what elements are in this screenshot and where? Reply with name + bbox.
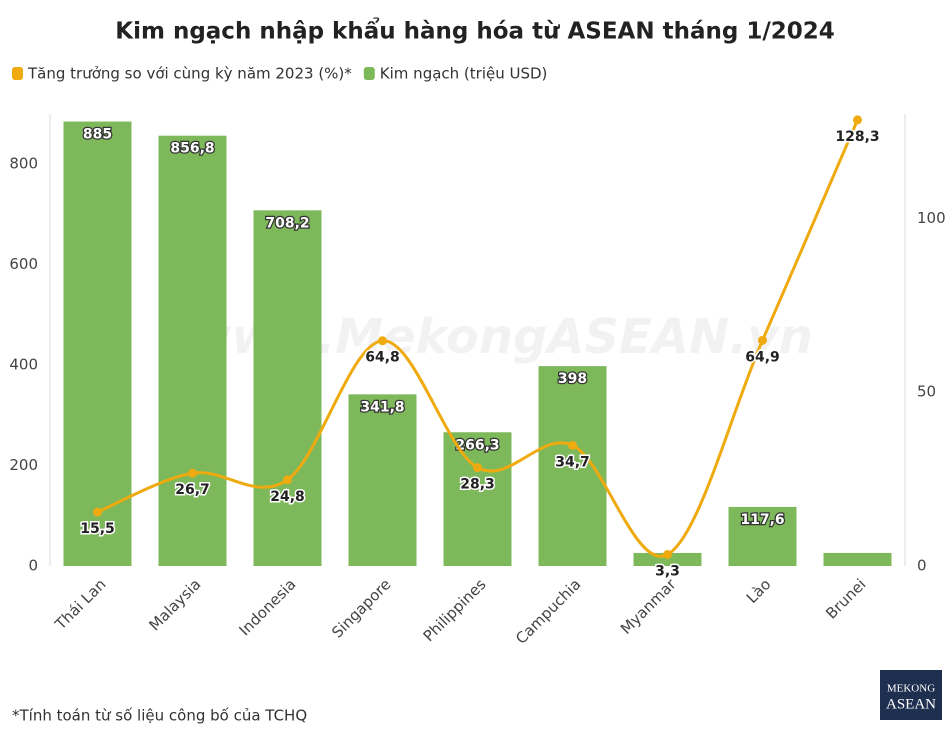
x-tick-label: Campuchia (512, 575, 584, 647)
line-value-label: 15,5 (80, 521, 115, 537)
line-point (188, 468, 197, 478)
bar (538, 366, 607, 566)
line-value-label: 128,3 (835, 129, 879, 145)
x-tick-label: Singapore (328, 575, 394, 641)
line-value-label: 3,3 (655, 564, 680, 580)
line-point (758, 335, 767, 345)
x-tick-label: Lào (743, 575, 775, 607)
bar (823, 552, 892, 566)
logo-text: ASEAN (886, 696, 936, 712)
line-value-label: 26,7 (175, 482, 210, 498)
line-point (378, 336, 387, 346)
line (96, 119, 859, 558)
chart-title: Kim ngạch nhập khẩu hàng hóa từ ASEAN th… (115, 17, 834, 45)
bar-value-label: 708,2 (265, 215, 309, 231)
line-point (93, 507, 102, 517)
footnote: *Tính toán từ số liệu công bố của TCHQ (12, 707, 307, 725)
legend-swatch (363, 67, 375, 80)
y-tick-label: 800 (9, 155, 38, 173)
bar (348, 394, 417, 566)
line-value-label: 24,8 (270, 489, 305, 505)
line-value-label: 28,3 (460, 477, 495, 493)
logo-box (880, 670, 942, 720)
line-point (568, 440, 577, 450)
bar-value-label: 398 (558, 371, 587, 387)
y2-tick-label: 100 (917, 209, 946, 227)
x-tick-label: Thái Lan (51, 575, 110, 634)
y2-tick-label: 50 (917, 383, 936, 401)
x-tick-label: Malaysia (145, 575, 204, 634)
line-point (853, 115, 862, 125)
y-tick-label: 400 (9, 356, 38, 374)
line-value-label: 34,7 (555, 454, 590, 470)
logo-text: MEKONG (887, 683, 935, 695)
bar-value-label: 117,6 (740, 512, 784, 528)
x-tick-label: Philippines (420, 575, 490, 645)
y-tick-label: 200 (9, 456, 38, 474)
bar (253, 210, 322, 566)
line-value-label: 64,8 (365, 350, 400, 366)
bar (443, 432, 512, 566)
line-point (663, 550, 672, 560)
bar (158, 135, 227, 567)
y2-tick-label: 0 (917, 557, 927, 575)
line-point (283, 475, 292, 485)
bar-value-label: 266,3 (455, 437, 499, 453)
y-tick-label: 600 (9, 255, 38, 273)
bar-value-label: 341,8 (360, 399, 404, 415)
bar (728, 506, 797, 566)
line-value-label: 64,9 (745, 349, 780, 365)
x-tick-label: Indonesia (235, 575, 299, 639)
bar (63, 121, 132, 567)
bar (633, 552, 702, 566)
legend-label: Kim ngạch (triệu USD) (380, 65, 548, 83)
x-tick-label: Myanmar (617, 575, 680, 638)
bar-value-label: 856,8 (170, 141, 214, 157)
x-tick-label: Brunei (822, 575, 869, 622)
line-point (473, 463, 482, 473)
legend-swatch (12, 67, 23, 80)
bar-value-label: 885 (83, 127, 112, 143)
legend-label: Tăng trưởng so với cùng kỳ năm 2023 (%)* (27, 65, 352, 83)
y-tick-label: 0 (28, 557, 38, 575)
